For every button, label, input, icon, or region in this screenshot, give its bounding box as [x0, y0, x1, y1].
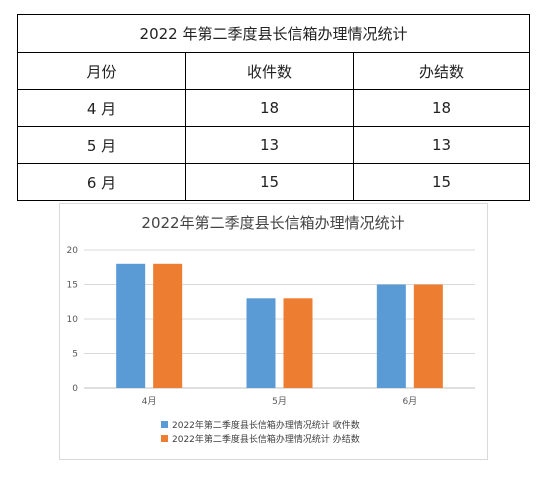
x-tick-label: 4月: [142, 396, 157, 407]
table-title: 2022 年第二季度县长信箱办理情况统计: [16, 14, 531, 53]
bar-completed-2: [413, 284, 443, 388]
table-row: 5 月 13 13: [17, 126, 531, 164]
y-tick-label: 0: [72, 384, 78, 394]
bars: [116, 263, 443, 388]
y-tick-label: 5: [72, 350, 78, 360]
cell-completed: 15: [352, 163, 531, 201]
x-axis: 4月 5月 6月: [142, 396, 417, 407]
y-tick-label: 10: [67, 315, 79, 325]
legend-label: 2022年第二季度县长信箱办理情况统计 办结数: [172, 433, 360, 445]
header-completed: 办结数: [352, 52, 531, 90]
table-header-row: 月份 收件数 办结数: [17, 52, 531, 90]
x-tick-label: 5月: [272, 396, 287, 407]
y-tick-label: 20: [67, 246, 79, 256]
statistics-table: 2022 年第二季度县长信箱办理情况统计 月份 收件数 办结数 4 月 18 1…: [16, 14, 531, 201]
cell-completed: 18: [352, 89, 531, 127]
gridlines: [84, 249, 475, 389]
cell-completed: 13: [352, 126, 531, 164]
chart-title: 2022年第二季度县长信箱办理情况统计: [141, 214, 404, 232]
y-axis: 0 5 10 15 20: [67, 246, 79, 394]
legend: 2022年第二季度县长信箱办理情况统计 收件数 2022年第二季度县长信箱办理情况…: [161, 419, 360, 445]
bar-received-1: [246, 298, 276, 388]
legend-label: 2022年第二季度县长信箱办理情况统计 收件数: [172, 419, 360, 431]
header-received: 收件数: [185, 52, 354, 90]
cell-month: 6 月: [17, 163, 186, 201]
table-title-row: 2022 年第二季度县长信箱办理情况统计: [16, 14, 531, 53]
cell-received: 18: [185, 89, 354, 127]
bar-chart-canvas: 2022年第二季度县长信箱办理情况统计 0 5 10 15 20 4月 5月 6月 2022…: [67, 214, 475, 445]
header-month: 月份: [17, 52, 186, 90]
x-tick-label: 6月: [402, 396, 417, 407]
legend-swatch: [161, 435, 168, 442]
y-tick-label: 15: [67, 281, 78, 291]
cell-received: 15: [185, 163, 354, 201]
bar-chart: 2022年第二季度县长信箱办理情况统计 0 5 10 15 20 4月 5月 6月 2022…: [59, 203, 488, 460]
cell-month: 4 月: [17, 89, 186, 127]
bar-received-2: [376, 284, 406, 388]
legend-swatch: [161, 421, 168, 428]
table-row: 4 月 18 18: [17, 89, 531, 127]
bar-completed-1: [283, 298, 313, 388]
cell-month: 5 月: [17, 126, 186, 164]
table-row: 6 月 15 15: [17, 163, 531, 201]
bar-completed-0: [153, 263, 183, 388]
bar-received-0: [116, 263, 146, 388]
cell-received: 13: [185, 126, 354, 164]
